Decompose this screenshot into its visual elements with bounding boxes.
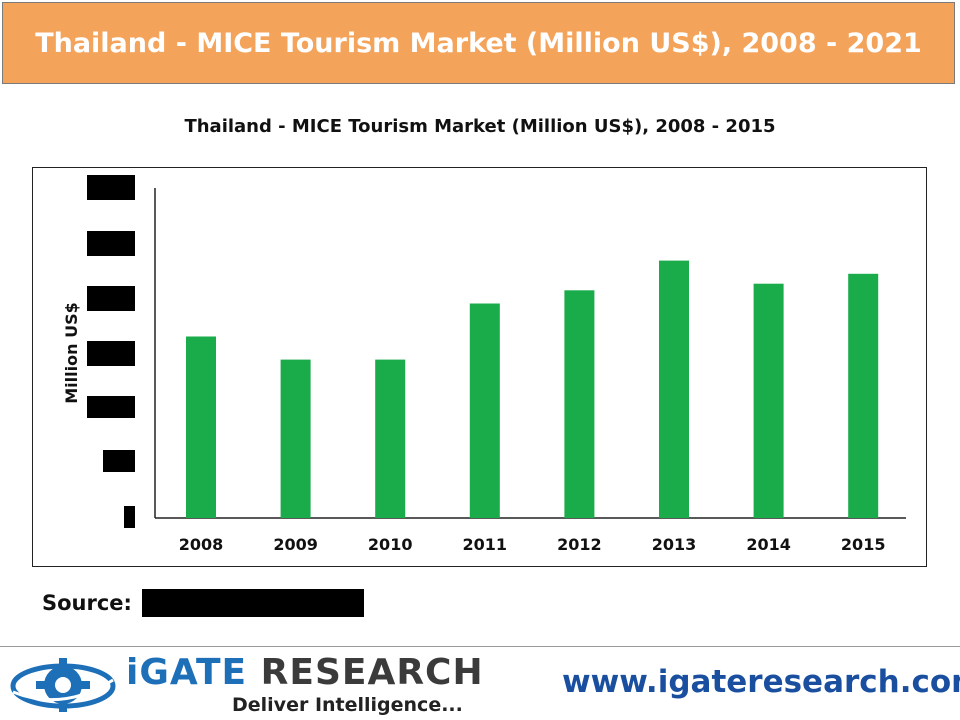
x-tick-label-2010: 2010 (368, 535, 413, 554)
y-tick-label-redacted-5 (103, 450, 135, 472)
bar-2009 (280, 359, 311, 518)
chart-frame (32, 167, 927, 567)
logo-wordmark-prefix: iGATE (126, 652, 248, 693)
chart-title: Thailand - MICE Tourism Market (Million … (184, 116, 776, 137)
y-axis-label: Million US$ (62, 302, 81, 403)
bar-2015 (848, 273, 879, 518)
x-tick-label-2015: 2015 (841, 535, 886, 554)
y-tick-label-redacted-4 (87, 396, 135, 418)
x-tick-label-2012: 2012 (557, 535, 602, 554)
source-line: Source: (42, 589, 364, 617)
bar-2010 (375, 359, 406, 518)
source-label: Source: (42, 591, 132, 615)
y-tick-label-redacted-3 (87, 341, 135, 366)
x-tick-label-2013: 2013 (652, 535, 697, 554)
bar-2013 (659, 260, 689, 518)
x-tick-label-2009: 2009 (273, 535, 318, 554)
y-tick-label-redacted-2 (87, 286, 135, 311)
source-redaction (141, 589, 364, 617)
bar-2014 (753, 283, 784, 518)
y-tick-label-redacted-6 (124, 506, 135, 528)
banner-title: Thailand - MICE Tourism Market (Million … (35, 27, 922, 59)
bar-2011 (469, 303, 500, 518)
bar-2008 (186, 336, 216, 518)
company-logo: iGATE RESEARCH Deliver Intelligence... (8, 650, 528, 720)
website-url[interactable]: www.igateresearch.com (562, 664, 960, 700)
x-tick-label-2011: 2011 (463, 535, 508, 554)
logo-wordmark: iGATE RESEARCH (126, 652, 484, 693)
logo-wordmark-suffix: RESEARCH (247, 652, 484, 693)
bar-chart: Million US$ 2008 2009 2010 2011 2012 2013 2014 2… (62, 175, 906, 554)
footer-divider (0, 646, 960, 647)
x-tick-label-2014: 2014 (746, 535, 791, 554)
y-tick-label-redacted-1 (87, 231, 135, 256)
y-tick-label-redacted-0 (87, 175, 135, 200)
title-banner: Thailand - MICE Tourism Market (Million … (2, 2, 955, 84)
logo-tagline: Deliver Intelligence... (232, 694, 463, 716)
x-tick-label-2008: 2008 (179, 535, 224, 554)
gear-globe-icon (10, 658, 116, 712)
bar-2012 (564, 290, 595, 518)
